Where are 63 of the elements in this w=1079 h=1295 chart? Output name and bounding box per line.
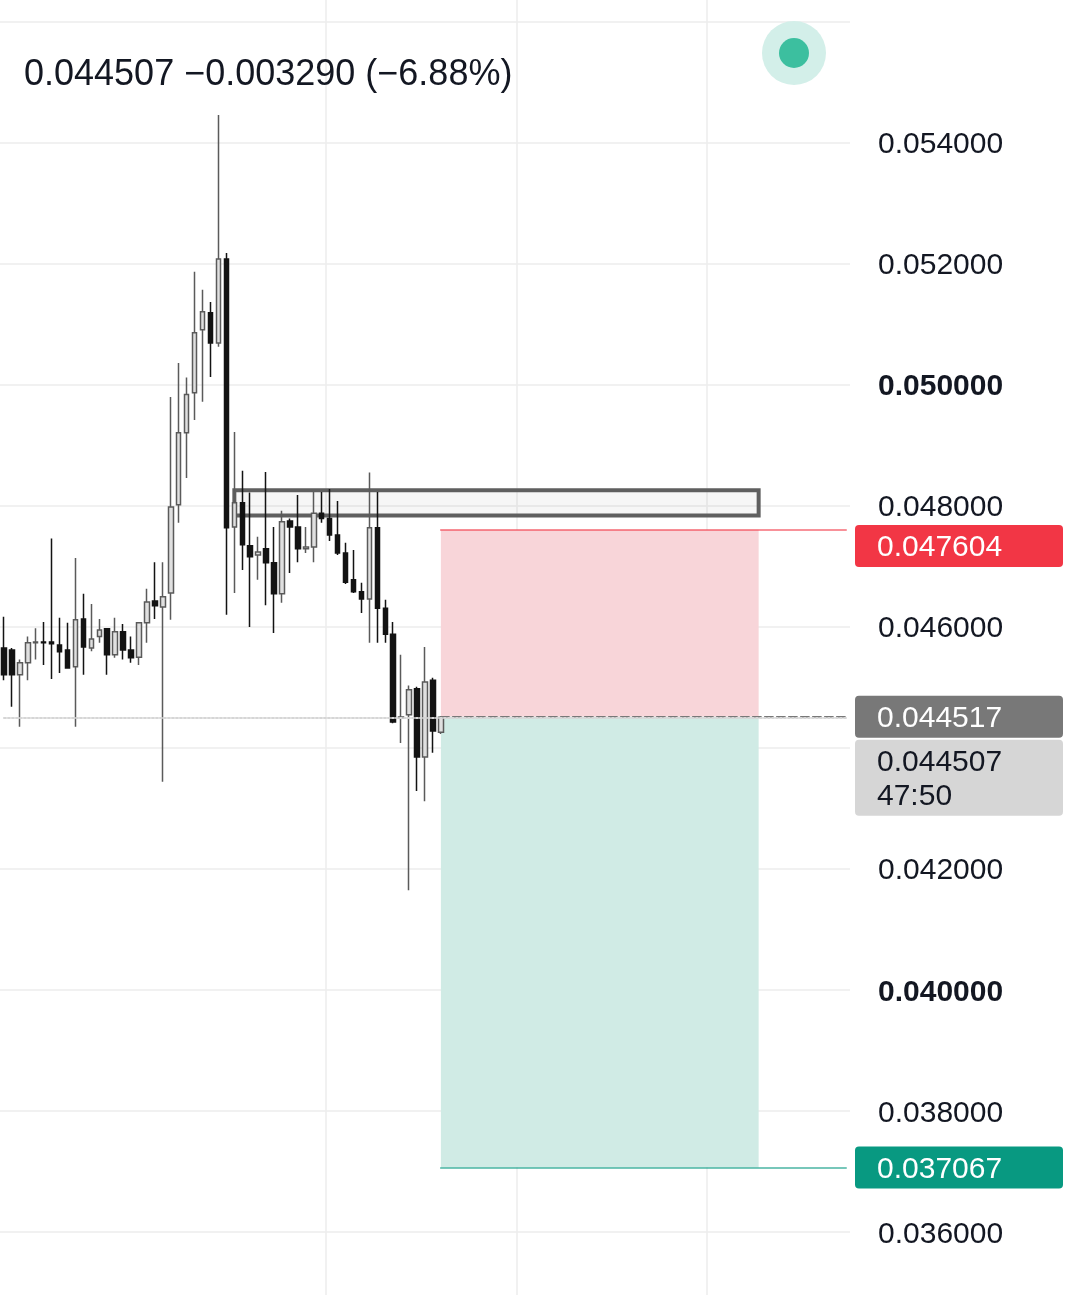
candlestick: [88, 603, 95, 652]
candlestick: [215, 114, 222, 348]
y-tick-label: 0.052000: [878, 247, 1004, 281]
candlestick: [294, 494, 302, 563]
candlestick: [262, 471, 270, 606]
candlestick: [366, 471, 373, 644]
candlestick: [389, 621, 397, 724]
candlestick: [48, 537, 55, 680]
candlestick: [350, 549, 357, 594]
y-tick-label: 0.036000: [878, 1215, 1004, 1249]
candlestick: [0, 615, 8, 681]
candlestick: [318, 491, 325, 524]
candlestick: [40, 621, 47, 666]
candlestick: [127, 635, 135, 664]
ref-line-label: 0.037067: [877, 1151, 1003, 1184]
y-tick-label: 0.040000: [878, 973, 1004, 1007]
candlestick: [358, 582, 365, 614]
candlestick: [246, 491, 254, 628]
y-tick-label: 0.050000: [878, 368, 1004, 402]
candlestick: [24, 635, 32, 681]
candlestick: [286, 517, 294, 574]
candlestick: [278, 509, 286, 604]
candlestick: [382, 598, 389, 644]
candlestick: [254, 536, 262, 581]
candlestick: [183, 376, 190, 479]
candlestick: [167, 396, 175, 621]
candlestick: [151, 561, 159, 620]
candlestick: [239, 470, 246, 571]
candlestick: [175, 362, 182, 524]
candlestick: [310, 491, 318, 563]
y-tick-label: 0.048000: [878, 489, 1004, 523]
candlestick: [199, 289, 206, 403]
candlestick: [32, 627, 39, 661]
annotation: 0.044507 −0.003290 (−6.88%): [24, 52, 513, 94]
candlestick: [270, 526, 278, 634]
ref-line-label: 0.047604: [877, 529, 1003, 563]
candlestick: [231, 431, 238, 594]
candlestick: [191, 270, 198, 421]
candlestick: [223, 252, 230, 616]
candlestick: [143, 588, 151, 644]
candlestick: [111, 617, 119, 659]
candlestick: [342, 542, 349, 585]
candlestick: [207, 301, 214, 378]
ref-line-label: 0.044517: [877, 700, 1003, 734]
y-tick-label: 0.054000: [878, 126, 1004, 160]
y-tick-label: 0.042000: [878, 852, 1004, 886]
candlestick: [429, 677, 437, 754]
candlestick: [64, 621, 71, 669]
candlestick: [302, 526, 310, 554]
candlestick: [374, 491, 381, 644]
ref-line-label: 0.044507 47:50: [877, 744, 1003, 812]
candlestick: [413, 686, 421, 792]
candlestick: [56, 617, 63, 674]
candlestick: [103, 627, 111, 676]
candlestick: [8, 647, 16, 708]
candlestick: [326, 488, 333, 542]
y-tick-label: 0.038000: [878, 1094, 1004, 1128]
y-tick-label: 0.046000: [878, 610, 1004, 644]
candlestick: [334, 500, 341, 556]
candlestick: [80, 592, 87, 676]
candlestick: [135, 621, 143, 666]
candlestick: [119, 623, 127, 661]
candlestick: [96, 618, 103, 644]
